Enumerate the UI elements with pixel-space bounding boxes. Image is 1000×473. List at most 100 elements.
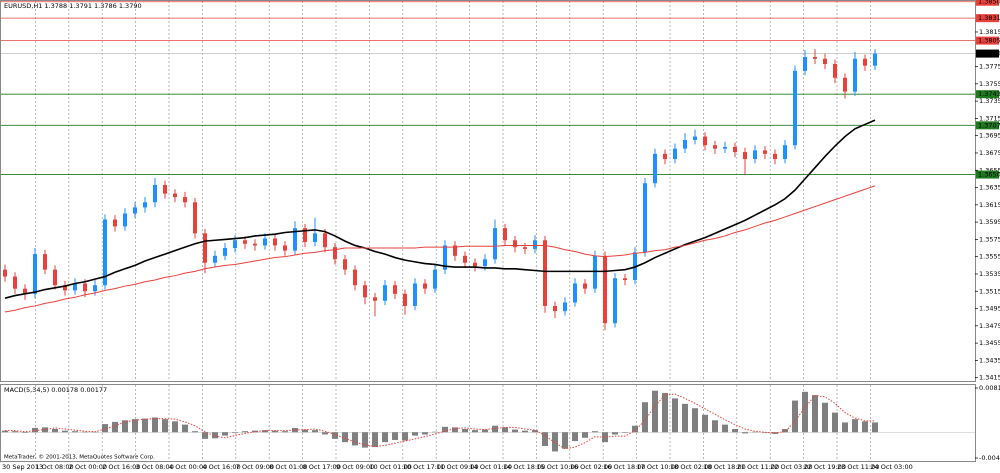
macd-bar — [12, 431, 18, 433]
x-tick-label: 22 Oct 03:00 — [770, 463, 812, 471]
macd-bar — [372, 432, 378, 448]
macd-bar — [142, 418, 148, 433]
current-price-label: 1.3790 — [978, 50, 1000, 58]
candle-body — [563, 302, 567, 312]
x-tick-label: 2 Oct 00:00 — [69, 463, 107, 471]
macd-bar — [342, 432, 348, 443]
macd-bar — [172, 421, 178, 433]
x-tick-label: 24 Oct 03:00 — [870, 463, 912, 471]
candle-body — [703, 136, 707, 146]
y-tick-label: 1.3555 — [979, 253, 1000, 261]
y-tick-label: 1.3435 — [979, 356, 1000, 364]
macd-bar — [702, 414, 708, 433]
macd-bar — [562, 432, 568, 449]
y-tick-label: 1.3775 — [979, 63, 1000, 71]
macd-bar — [222, 432, 228, 436]
candle-body — [443, 245, 447, 270]
macd-bar — [282, 431, 288, 433]
candle-body — [683, 140, 687, 149]
level-tag — [976, 0, 999, 6]
macd-bar — [692, 408, 698, 433]
macd-bar — [712, 420, 718, 433]
macd-bar — [612, 432, 618, 435]
macd-bar — [52, 429, 58, 433]
candle-body — [163, 184, 167, 194]
y-tick-label: 1.3475 — [979, 322, 1000, 330]
candle-body — [133, 207, 137, 214]
candle-body — [423, 283, 427, 289]
candle-body — [493, 228, 497, 260]
macd-bar — [292, 427, 298, 433]
macd-bar — [492, 425, 498, 433]
candle-body — [523, 247, 527, 249]
x-tick-label: 10 Oct 01:00 — [369, 463, 411, 471]
macd-bar — [382, 432, 388, 443]
macd-bar — [742, 432, 748, 434]
candle-body — [73, 283, 77, 291]
candle-body — [43, 254, 47, 270]
footer: MetaTrader, © 2001-2013, MetaQuotes Soft… — [4, 454, 155, 461]
candle-body — [823, 58, 827, 64]
x-tick-label: 18 Oct 18:00 — [703, 463, 745, 471]
y-tick-label: 1.3655 — [979, 166, 1000, 174]
candle-body — [613, 278, 617, 324]
candle-body — [403, 293, 407, 306]
level-label: 1.3831 — [978, 14, 1000, 22]
candle-body — [103, 219, 107, 286]
candle-body — [763, 150, 767, 154]
x-tick-label: 8 Oct 01:00 — [269, 463, 307, 471]
level-label: 1.3707 — [978, 121, 1000, 129]
candle-body — [243, 240, 247, 244]
candle-body — [173, 193, 177, 198]
x-tick-label: 10 Oct 17:00 — [403, 463, 445, 471]
candle-body — [753, 150, 757, 160]
x-tick-label: 2 Oct 16:00 — [102, 463, 140, 471]
macd-bar — [592, 431, 598, 433]
candle-body — [853, 58, 857, 92]
macd-bar — [242, 431, 248, 433]
candle-body — [303, 228, 307, 242]
macd-bar — [522, 430, 528, 433]
x-tick-label: 3 Oct 08:00 — [136, 463, 174, 471]
y-tick-label: 1.3535 — [979, 270, 1000, 278]
macd-bar — [552, 432, 558, 452]
macd-bar — [422, 432, 428, 435]
macd-bar — [852, 419, 858, 433]
candle-body — [283, 245, 287, 251]
macd-bar — [132, 419, 138, 433]
candle-body — [113, 219, 117, 227]
macd-bar — [792, 400, 798, 433]
candle-body — [353, 269, 357, 286]
candle-body — [193, 202, 197, 234]
candle-body — [313, 233, 317, 242]
macd-bar — [462, 429, 468, 433]
macd-bar — [832, 412, 838, 433]
macd-bar — [752, 431, 758, 433]
candle-body — [183, 197, 187, 203]
macd-bar — [452, 427, 458, 433]
y-tick-label: 1.3575 — [979, 235, 1000, 243]
macd-bar — [182, 424, 188, 433]
candle-body — [63, 285, 67, 291]
candle-body — [543, 240, 547, 306]
candle-body — [223, 248, 227, 256]
candle-body — [653, 153, 657, 184]
level-tag — [976, 36, 999, 45]
macd-bar — [542, 432, 548, 446]
macd-bar — [312, 430, 318, 433]
macd-bar — [872, 422, 878, 433]
candle-body — [93, 285, 97, 292]
candle-body — [293, 228, 297, 251]
candle-body — [593, 255, 597, 289]
candle-body — [583, 283, 587, 289]
candle-body — [783, 145, 787, 160]
macd-bar — [762, 432, 768, 433]
candle-body — [383, 285, 387, 301]
candle-body — [233, 240, 237, 249]
candle-body — [793, 70, 797, 146]
candle-body — [713, 145, 717, 149]
x-tick-label: 14 Oct 01:00 — [470, 463, 512, 471]
macd-bar — [482, 429, 488, 433]
x-tick-label: 9 Oct 09:00 — [336, 463, 374, 471]
y-tick-label: 1.3615 — [979, 201, 1000, 209]
